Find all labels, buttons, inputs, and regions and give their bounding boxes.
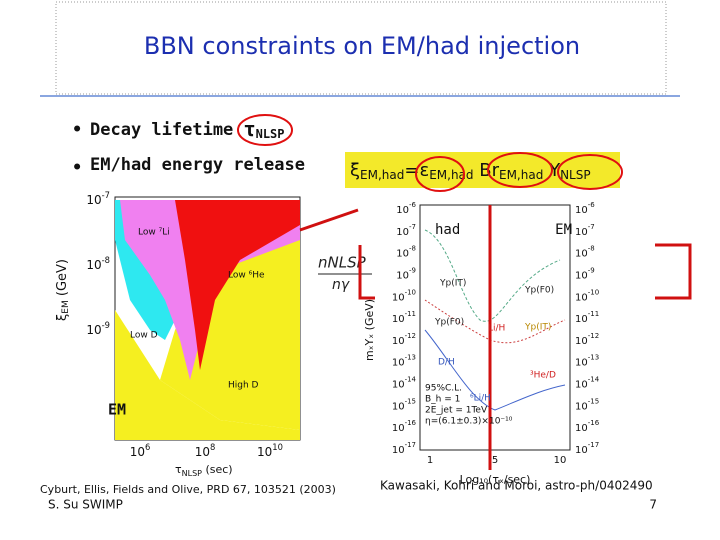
- bullet-text: EM/had energy release: [90, 155, 305, 175]
- highlight-circle: [237, 114, 293, 146]
- citation: Cyburt, Ellis, Fields and Olive, PRD 67,…: [40, 483, 336, 496]
- tick-label: 10-14: [392, 376, 417, 391]
- region-label: High D: [228, 381, 259, 391]
- region-label: Low D: [130, 331, 158, 341]
- highlight-circle: [487, 152, 553, 188]
- plot-frame: [419, 204, 571, 451]
- legend-line: B_h = 1: [425, 395, 460, 405]
- tag: had: [435, 222, 460, 238]
- tick-label: 10-6: [396, 201, 416, 216]
- tick-label: 108: [195, 442, 216, 459]
- tick-label: 10-16: [392, 419, 417, 434]
- highlight-circle: [415, 156, 465, 192]
- pointer: [299, 208, 359, 232]
- highlight-circle: [557, 154, 623, 190]
- ratio-num: nNLSP: [318, 254, 367, 272]
- tag: EM: [108, 401, 126, 419]
- tick-label: 10-7: [86, 190, 110, 207]
- tick-label: 10-13: [392, 354, 416, 369]
- citation: Kawasaki, Kohri and Moroi, astro-ph/0402…: [380, 479, 653, 493]
- region-label: Low ⁷Li: [138, 228, 170, 238]
- region-label: Low ⁶He: [228, 271, 265, 281]
- ratio-den: nγ: [332, 277, 350, 293]
- left-plot: Low ⁷Li Low ⁶He Low D High D EM τNLSP (s…: [55, 196, 301, 478]
- curve: [424, 229, 561, 322]
- bullet: •: [72, 158, 82, 178]
- tick-label: 10: [554, 455, 567, 466]
- tick-label: 10-16: [575, 419, 600, 434]
- tick-label: 10-6: [575, 201, 595, 216]
- title: BBN constraints on EM/had injection: [144, 32, 580, 60]
- tick-label: 10-10: [575, 288, 599, 303]
- bracket: [358, 245, 375, 300]
- x-label: Log₁₀(τₓ/sec): [460, 473, 531, 486]
- curve: [424, 329, 566, 411]
- tick-label: 10-17: [575, 441, 599, 456]
- page-number: 7: [649, 498, 657, 512]
- tick-label: 10-17: [392, 441, 416, 456]
- tick-label: 10-11: [575, 310, 599, 325]
- tick-label: 10-12: [575, 332, 599, 347]
- tick-label: 10-13: [575, 354, 599, 369]
- x-label: τNLSP (sec): [175, 463, 233, 478]
- right-plot: had EM Log₁₀(τₓ/sec) mₓYₓ (GeV): [363, 200, 610, 486]
- bracket: [655, 243, 692, 300]
- legend-line: 95%C.L.: [425, 384, 462, 394]
- tick-label: 10-8: [396, 245, 416, 260]
- curve-label: Yp(F0): [434, 318, 464, 328]
- tick-label: 1010: [257, 442, 283, 459]
- tick-label: 106: [130, 442, 151, 459]
- tick-label: 10-10: [392, 288, 416, 303]
- curve-label: Yp(IT): [524, 323, 551, 333]
- tick-label: 10-11: [392, 310, 416, 325]
- tick-label: 5: [492, 455, 498, 466]
- tag: EM: [555, 222, 572, 238]
- tick-label: 10-8: [86, 255, 110, 272]
- tick-label: 10-12: [392, 332, 416, 347]
- curve-label: Yp(IT): [439, 279, 466, 289]
- tick-label: 1: [427, 455, 433, 466]
- tick-label: 10-14: [575, 376, 600, 391]
- curve-label: Yp(F0): [524, 286, 554, 296]
- y-label: ξEM (GeV): [55, 259, 71, 321]
- tick-label: 10-7: [575, 223, 595, 238]
- bullet-text: Decay lifetime τNLSP: [90, 117, 285, 141]
- curve-label: D/H: [438, 358, 455, 368]
- y-label: mₓYₓ (GeV): [363, 299, 376, 361]
- legend-line: 2E_jet = 1TeV: [425, 406, 488, 416]
- tick-label: 10-9: [575, 266, 595, 281]
- tick-label: 10-7: [396, 223, 416, 238]
- region: [175, 200, 300, 370]
- curve-label: ⁶Li/H: [470, 394, 491, 404]
- tick-label: 10-15: [575, 397, 599, 412]
- region: [160, 240, 300, 430]
- legend-line: η=(6.1±0.3)×10⁻¹⁰: [425, 417, 513, 427]
- tick-label: 10-15: [392, 397, 416, 412]
- curve-label: Li/H: [488, 324, 505, 334]
- tick-label: 10-8: [575, 245, 595, 260]
- curve-label: ³He/D: [530, 371, 556, 381]
- author: S. Su SWIMP: [48, 498, 123, 512]
- tick-label: 10-9: [396, 266, 416, 281]
- tick-label: 10-9: [86, 320, 110, 337]
- bullet: •: [72, 120, 82, 140]
- region: [115, 310, 300, 440]
